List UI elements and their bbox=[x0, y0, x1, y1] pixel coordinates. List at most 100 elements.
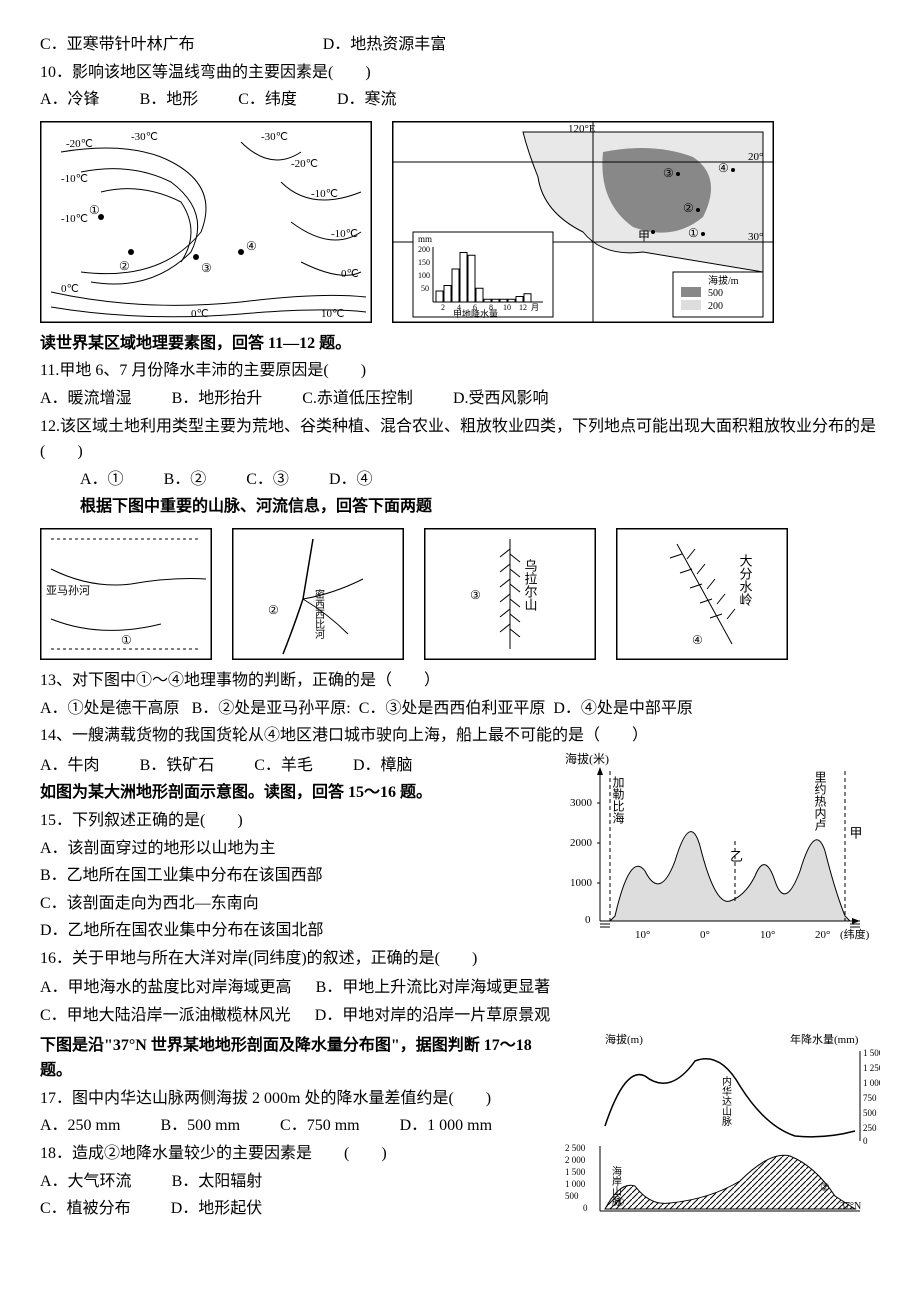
q14-b: B．铁矿石 bbox=[140, 753, 215, 779]
q18-options: A．大气环流 B．太阳辐射 bbox=[40, 1169, 550, 1195]
iso-lbl: -20℃ bbox=[291, 158, 318, 170]
svg-text:10: 10 bbox=[503, 303, 511, 312]
svg-text:大分水岭: 大分水岭 bbox=[738, 554, 753, 606]
fig17-profile: 海拔(m) 年降水量(mm) 1 500 1 250 1 000 750 500… bbox=[560, 1031, 880, 1221]
iso-lbl: -10℃ bbox=[311, 188, 338, 200]
svg-text:④: ④ bbox=[718, 161, 729, 175]
q12-c: C．③ bbox=[246, 467, 289, 493]
svg-text:月: 月 bbox=[531, 303, 539, 312]
fig15-profile: 海拔(米) 3000 2000 1000 0 加勒比海 乙 里约热内卢 甲 10… bbox=[560, 751, 880, 951]
q15-a: A．该剖面穿过的地形以山地为主 bbox=[40, 836, 550, 862]
q12-a: A．① bbox=[80, 467, 124, 493]
q17-stem: 17．图中内华达山脉两侧海拔 2 000m 处的降水量差值约是( ) bbox=[40, 1086, 550, 1112]
fig11-map: 120°E 20° 30° 甲 ① ② ③ ④ mm 200 150 100 5… bbox=[392, 121, 774, 323]
svg-text:10°: 10° bbox=[635, 929, 650, 941]
sec13-intro: 根据下图中重要的山脉、河流信息，回答下面两题 bbox=[40, 494, 880, 520]
q11-c: C.赤道低压控制 bbox=[302, 386, 413, 412]
q10-stem: 10．影响该地区等温线弯曲的主要因素是( ) bbox=[40, 60, 880, 86]
q14-c: C．羊毛 bbox=[254, 753, 313, 779]
svg-text:①: ① bbox=[688, 226, 699, 240]
svg-text:250: 250 bbox=[863, 1123, 877, 1133]
iso-lbl: -10℃ bbox=[61, 213, 88, 225]
svg-text:亚马孙河: 亚马孙河 bbox=[46, 584, 90, 597]
svg-text:1 500: 1 500 bbox=[863, 1048, 880, 1058]
svg-text:1 250: 1 250 bbox=[863, 1063, 880, 1073]
svg-text:④: ④ bbox=[692, 633, 703, 647]
fig-row-2: 亚马孙河 ① 密西西比河 ② 乌拉尔山 ③ 大分水岭 ④ bbox=[40, 528, 880, 660]
q17-b: B．500 mm bbox=[160, 1113, 240, 1139]
svg-text:密西西比河: 密西西比河 bbox=[313, 588, 325, 639]
svg-text:2 000: 2 000 bbox=[565, 1155, 586, 1165]
q9-d: D．地热资源丰富 bbox=[323, 36, 447, 53]
iso-lbl: -30℃ bbox=[261, 131, 288, 143]
q12-options: A．① B．② C．③ D．④ bbox=[40, 467, 880, 493]
fig10-map: -20℃ -30℃ -30℃ -20℃ -10℃ -10℃ -10℃ -10℃ … bbox=[40, 121, 372, 323]
q12-stem: 12.该区域土地利用类型主要为荒地、谷类种植、混合农业、粗放牧业四类，下列地点可… bbox=[40, 414, 880, 465]
sec11-intro: 读世界某区域地理要素图，回答 11—12 题。 bbox=[40, 331, 880, 357]
iso-lbl: 0℃ bbox=[341, 268, 359, 280]
svg-text:20°: 20° bbox=[815, 929, 830, 941]
svg-text:200: 200 bbox=[418, 245, 430, 254]
svg-text:②: ② bbox=[268, 603, 279, 617]
svg-text:150: 150 bbox=[418, 258, 430, 267]
fig15-xlabel: (纬度) bbox=[840, 927, 870, 941]
svg-text:3000: 3000 bbox=[570, 797, 593, 809]
legend-title: 海拔/m bbox=[708, 274, 739, 287]
svg-text:37°N: 37°N bbox=[840, 1201, 861, 1212]
q15-d: D．乙地所在国农业集中分布在该国北部 bbox=[40, 918, 550, 944]
svg-text:①: ① bbox=[121, 633, 132, 647]
sec17-intro: 下图是沿"37°N 世界某地地形剖面及降水量分布图"，据图判断 17～18 题。 bbox=[40, 1033, 550, 1084]
svg-text:200: 200 bbox=[708, 301, 723, 312]
svg-text:1 000: 1 000 bbox=[863, 1078, 880, 1088]
svg-text:加勒比海: 加勒比海 bbox=[611, 775, 625, 823]
svg-text:2000: 2000 bbox=[570, 837, 593, 849]
svg-text:里约热内卢: 里约热内卢 bbox=[813, 770, 827, 831]
q10-options: A．冷锋 B．地形 C．纬度 D．寒流 bbox=[40, 87, 880, 113]
svg-text:2 500: 2 500 bbox=[565, 1143, 586, 1153]
q10-a: A．冷锋 bbox=[40, 87, 100, 113]
svg-text:12: 12 bbox=[519, 303, 527, 312]
q9-c: C．亚寒带针叶林广布 bbox=[40, 36, 195, 53]
lon-label: 120°E bbox=[568, 123, 596, 135]
q14-d: D．樟脑 bbox=[353, 753, 413, 779]
fig13-4: 大分水岭 ④ bbox=[616, 528, 788, 660]
fig13-2: 密西西比河 ② bbox=[232, 528, 404, 660]
q18-d: D．地形起伏 bbox=[171, 1196, 263, 1222]
svg-text:1 000: 1 000 bbox=[565, 1179, 586, 1189]
q11-a: A．暖流增湿 bbox=[40, 386, 132, 412]
q18-stem: 18．造成②地降水量较少的主要因素是 ( ) bbox=[40, 1141, 550, 1167]
iso-lbl: 0℃ bbox=[61, 283, 79, 295]
q14-stem: 14、一艘满载货物的我国货轮从④地区港口城市驶向上海，船上最不可能的是（ ） bbox=[40, 723, 880, 749]
svg-text:500: 500 bbox=[863, 1108, 877, 1118]
q13-a: A．①处是德干高原 bbox=[40, 700, 180, 717]
q18-options2: C．植被分布 D．地形起伏 bbox=[40, 1196, 550, 1222]
q16-d: D．甲地对岸的沿岸一片草原景观 bbox=[315, 1007, 551, 1024]
jia-label: 甲 bbox=[638, 229, 650, 243]
svg-text:③: ③ bbox=[663, 166, 674, 180]
q18-c: C．植被分布 bbox=[40, 1196, 131, 1222]
iso-lbl: 10℃ bbox=[321, 308, 344, 320]
svg-text:2: 2 bbox=[441, 303, 445, 312]
q10-b: B．地形 bbox=[140, 87, 199, 113]
svg-text:甲: 甲 bbox=[848, 826, 863, 839]
svg-text:乌拉尔山: 乌拉尔山 bbox=[523, 558, 538, 611]
svg-text:①: ① bbox=[615, 1197, 625, 1209]
q13-b: B．②处是亚马孙平原: bbox=[192, 700, 351, 717]
q11-options: A．暖流增湿 B．地形抬升 C.赤道低压控制 D.受西风影响 bbox=[40, 386, 880, 412]
iso-lbl: -20℃ bbox=[66, 138, 93, 150]
q15-b: B．乙地所在国工业集中分布在该国西部 bbox=[40, 863, 550, 889]
q14-a: A．牛肉 bbox=[40, 753, 100, 779]
svg-text:④: ④ bbox=[246, 239, 257, 253]
svg-text:0: 0 bbox=[585, 914, 591, 926]
q15-stem: 15．下列叙述正确的是( ) bbox=[40, 808, 550, 834]
q14-options: A．牛肉 B．铁矿石 C．羊毛 D．樟脑 bbox=[40, 753, 550, 779]
q9-options: C．亚寒带针叶林广布 D．地热资源丰富 bbox=[40, 32, 880, 58]
svg-text:②: ② bbox=[119, 259, 130, 273]
fig15-ylabel: 海拔(米) bbox=[565, 751, 609, 766]
q16-stem: 16．关于甲地与所在大洋对岸(同纬度)的叙述，正确的是( ) bbox=[40, 946, 550, 972]
svg-text:乙: 乙 bbox=[730, 849, 743, 864]
svg-text:100: 100 bbox=[418, 271, 430, 280]
bar-yunit: mm bbox=[418, 234, 432, 244]
fig13-3: 乌拉尔山 ③ bbox=[424, 528, 596, 660]
svg-text:①: ① bbox=[89, 203, 100, 217]
